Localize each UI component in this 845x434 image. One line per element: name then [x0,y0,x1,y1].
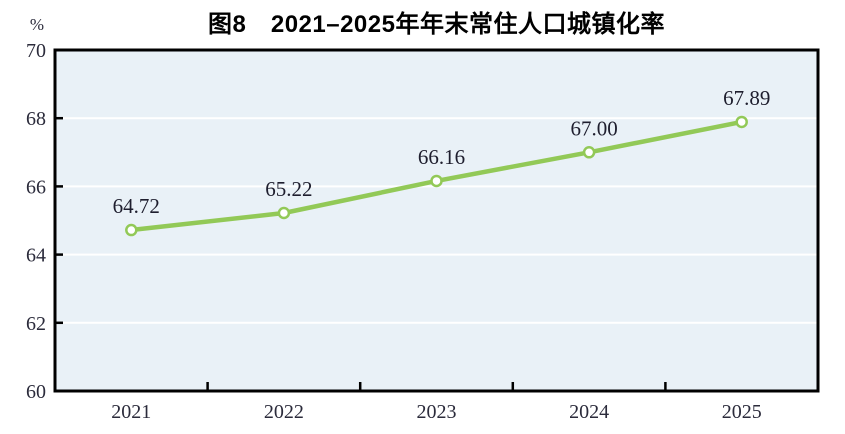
x-axis-tick-label: 2024 [569,401,609,423]
plot-area-background [55,50,818,391]
x-axis-tick-label: 2021 [111,401,151,423]
data-point-label: 64.72 [113,194,160,218]
data-point [735,115,748,129]
data-point-label: 67.00 [570,116,617,140]
x-axis-tick-label: 2025 [722,401,762,423]
data-point [277,206,291,220]
y-axis-tick-label: 70 [26,40,46,62]
x-axis-tick-label: 2022 [264,401,304,423]
data-point [582,146,596,159]
data-point-label: 65.22 [265,177,312,201]
plot-frame [53,48,820,393]
data-point-label: 67.89 [723,86,770,110]
y-axis-tick-label: 62 [26,313,46,335]
y-axis-tick-label: 64 [26,245,46,267]
y-axis-unit-label: % [30,15,44,34]
data-point [125,223,138,237]
chart-title: 图8 2021–2025年年末常住人口城镇化率 [208,11,665,38]
y-axis-tick-label: 66 [26,176,46,198]
y-axis-tick-label: 60 [26,381,46,403]
data-point-label: 66.16 [418,145,465,169]
y-axis-tick-label: 68 [26,108,46,130]
x-axis-tick-label: 2023 [417,401,457,423]
data-point [430,174,443,188]
